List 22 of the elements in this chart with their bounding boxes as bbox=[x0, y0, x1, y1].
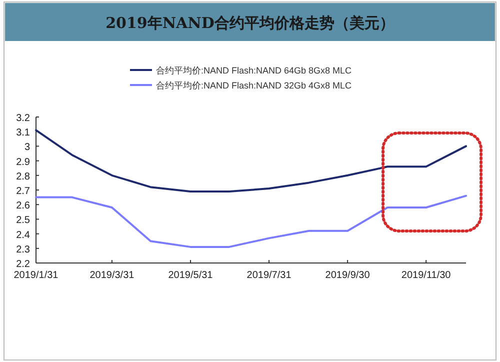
x-tick-label: 2019/1/31 bbox=[14, 270, 59, 281]
y-tick-label: 2.6 bbox=[16, 200, 30, 212]
x-tick-label: 2019/7/31 bbox=[246, 270, 292, 281]
x-tick-label: 2019/5/31 bbox=[168, 270, 214, 281]
y-tick-label: 2.8 bbox=[16, 171, 30, 182]
legend-label: 合约平均价:NAND Flash:NAND 32Gb 4Gx8 MLC bbox=[156, 80, 352, 90]
legend-label: 合约平均价:NAND Flash:NAND 64Gb 8Gx8 MLC bbox=[156, 66, 352, 76]
x-tick-label: 2019/9/30 bbox=[325, 270, 370, 281]
y-tick-label: 2.9 bbox=[16, 156, 30, 168]
line-series bbox=[35, 194, 467, 248]
x-tick-label: 2019/3/31 bbox=[90, 270, 135, 281]
y-tick-label: 2.7 bbox=[16, 186, 30, 197]
y-tick-label: 3.2 bbox=[16, 113, 30, 124]
y-tick-label: 3 bbox=[24, 142, 30, 154]
y-tick-label: 3.1 bbox=[16, 128, 30, 139]
x-tick-label: 2019/11/30 bbox=[401, 270, 452, 281]
y-tick-label: 2.5 bbox=[16, 215, 30, 226]
y-tick-label: 2.4 bbox=[16, 230, 30, 241]
y-tick-label: 2.2 bbox=[16, 259, 30, 270]
line-series bbox=[35, 129, 467, 192]
y-tick-label: 2.3 bbox=[16, 244, 30, 256]
chart-title: 2019年NAND合约平均价格走势（美元） bbox=[106, 14, 394, 32]
